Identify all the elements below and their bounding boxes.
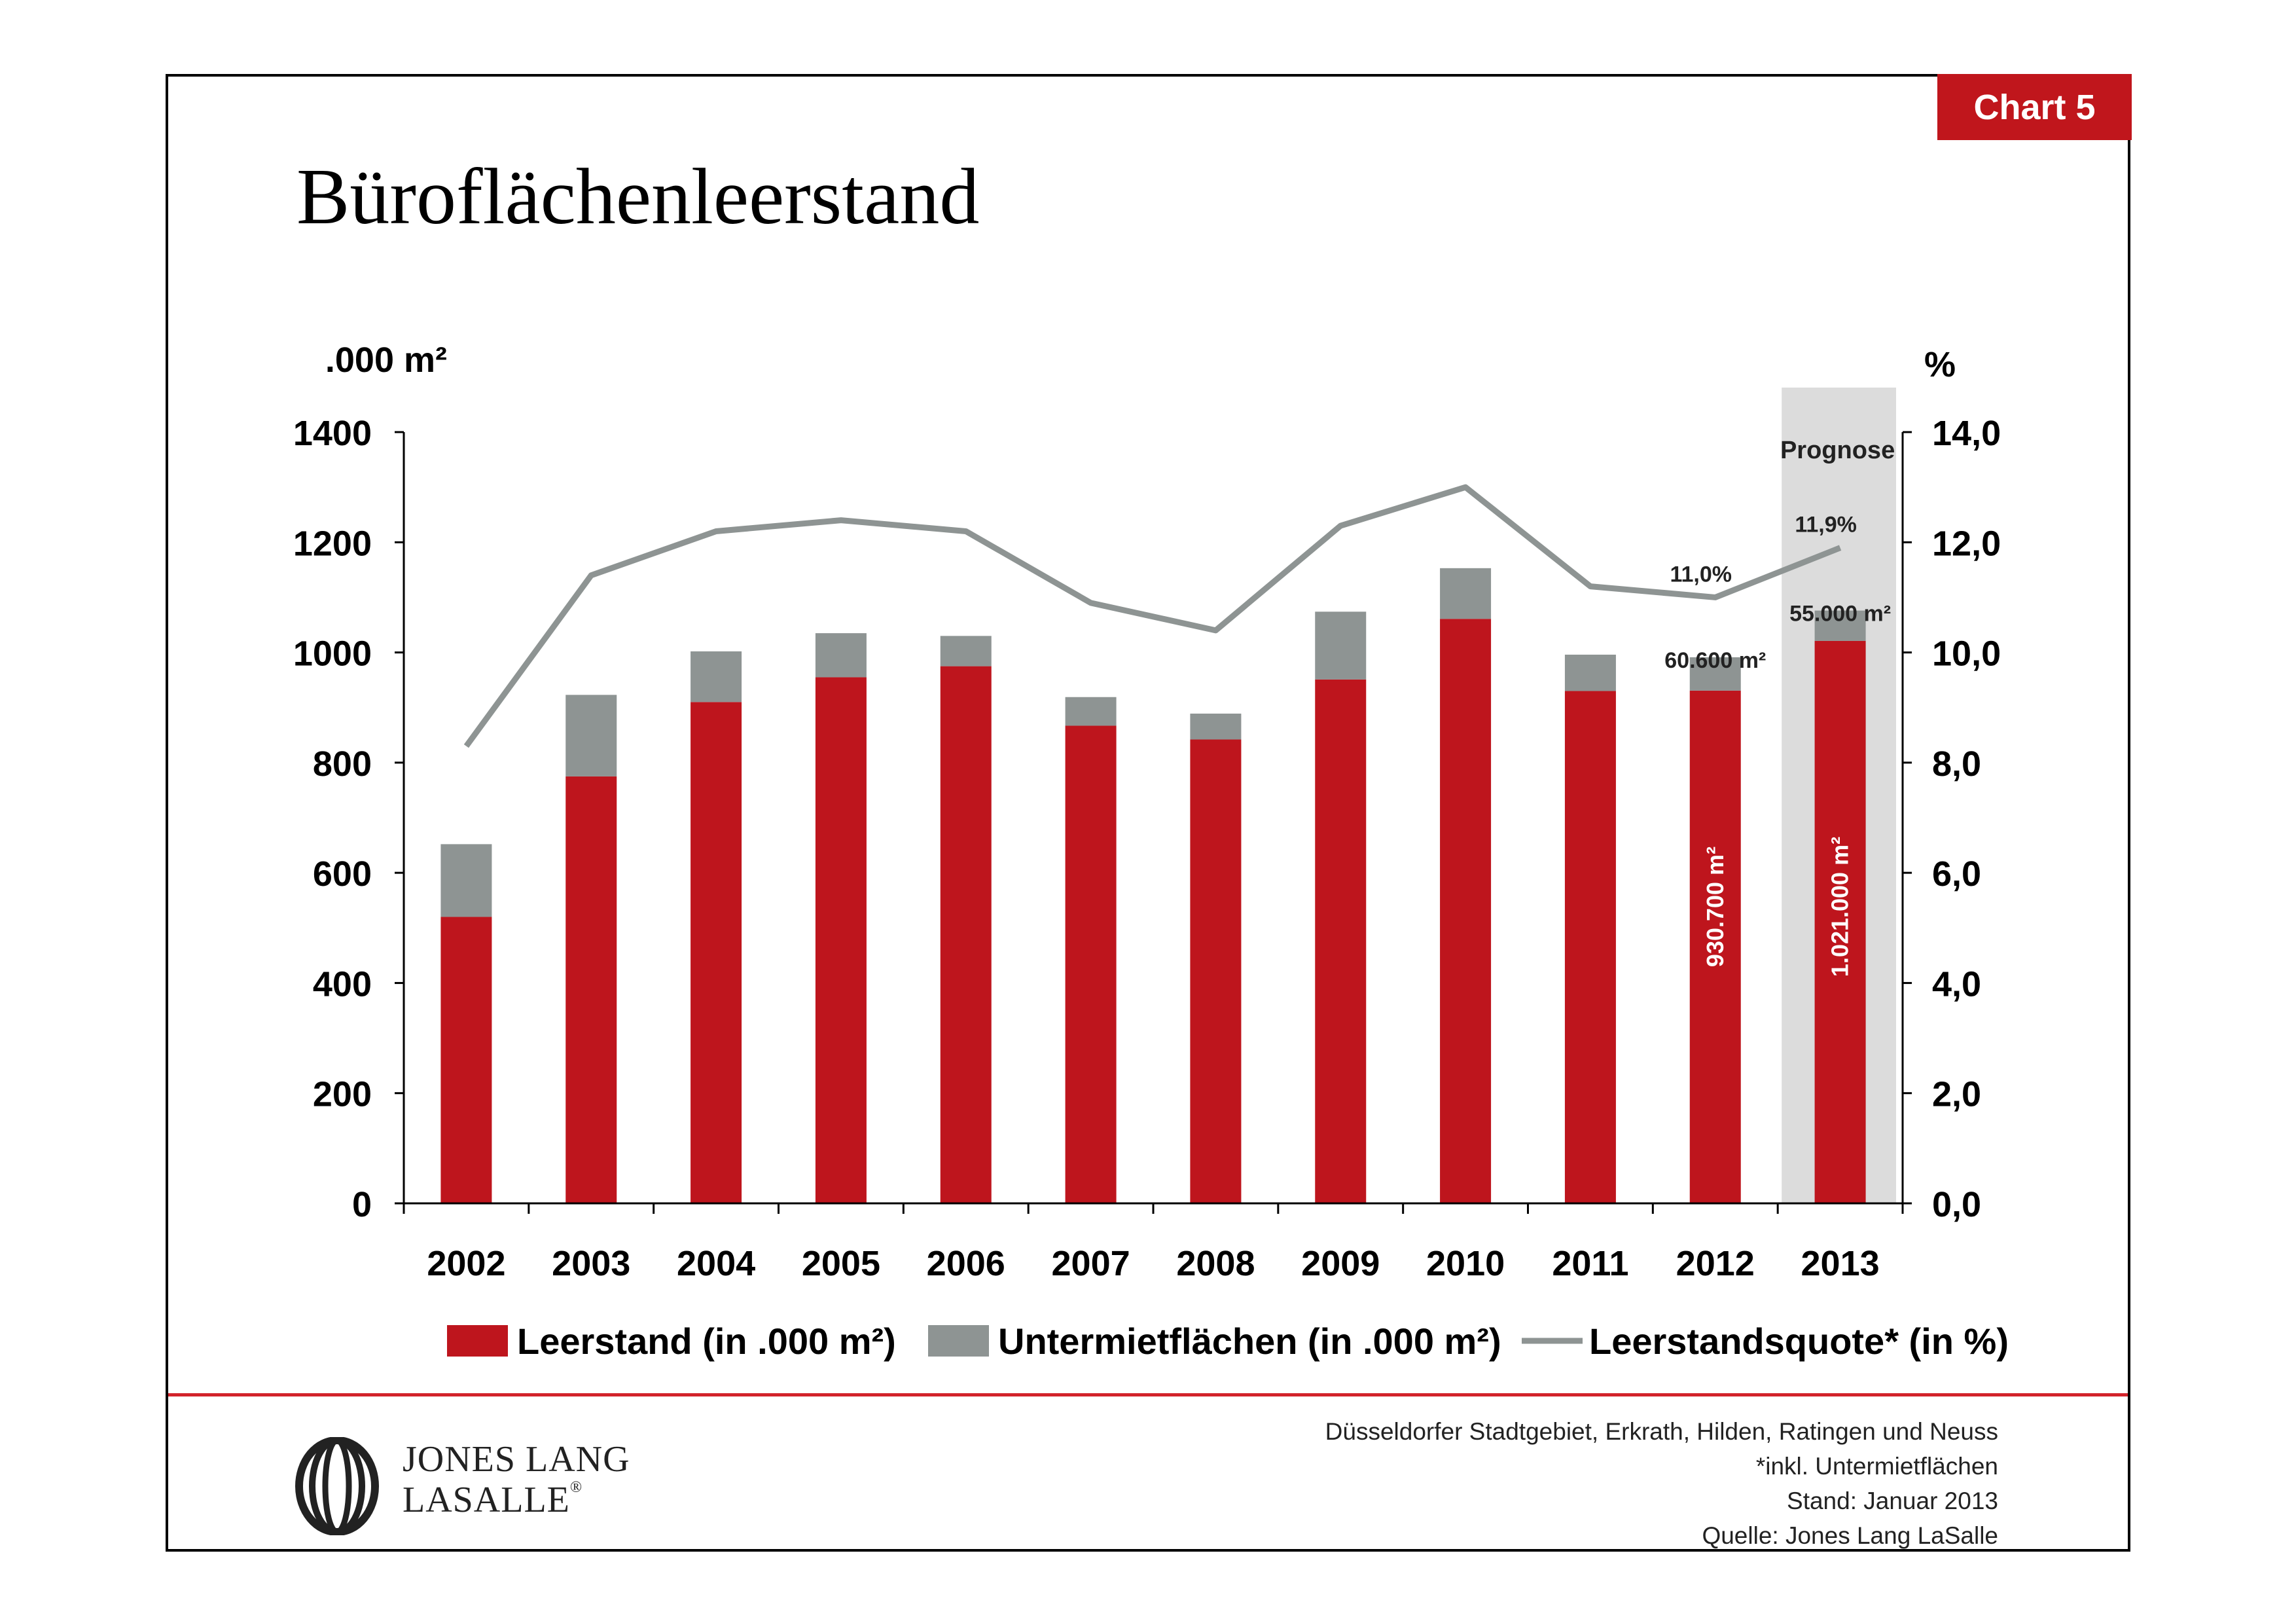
x-tick-label-2009: 2009 [1301, 1244, 1380, 1283]
y-right-tick-label: 10,0 [1932, 634, 2001, 674]
bar-leerstand-2012 [1689, 690, 1741, 1203]
y-right-tick-label: 6,0 [1932, 854, 1981, 894]
annotation-1: 11,9% [1795, 513, 1857, 538]
x-tick-label-2006: 2006 [927, 1244, 1005, 1283]
y-right-tick-label: 4,0 [1932, 964, 1981, 1004]
bar-untermiet-2004 [691, 651, 742, 702]
y-right-tick-label: 12,0 [1932, 524, 2001, 563]
note-region: Düsseldorfer Stadtgebiet, Erkrath, Hilde… [1325, 1418, 1998, 1445]
x-tick-label-2008: 2008 [1176, 1244, 1255, 1283]
bar-leerstand-2013 [1814, 640, 1866, 1203]
legend-label-quote: Leerstandsquote* (in %) [1589, 1321, 2009, 1362]
y-left-tick-label: 600 [313, 854, 372, 894]
footer-divider [168, 1393, 2128, 1396]
forecast-label: Prognose [1780, 437, 1895, 464]
bar-untermiet-2013 [1814, 610, 1866, 641]
x-tick-label-2013: 2013 [1801, 1244, 1880, 1283]
bar-untermiet-2010 [1440, 568, 1492, 619]
bar-untermiet-2008 [1190, 713, 1242, 740]
y-left-tick-label: 1200 [293, 524, 372, 563]
y-right-tick-label: 8,0 [1932, 744, 1981, 784]
bar-untermiet-2012 [1689, 657, 1741, 691]
legend-swatch-untermiet [928, 1325, 989, 1357]
bar-leerstand-2008 [1190, 739, 1242, 1203]
chart-title: Büroflächenleerstand [296, 153, 980, 241]
x-tick-label-2005: 2005 [802, 1244, 880, 1283]
line-leerstandsquote [463, 484, 1842, 748]
bar-leerstand-2004 [691, 702, 742, 1203]
bar-leerstand-2002 [440, 917, 492, 1203]
y-right-axis-label: % [1924, 345, 1956, 384]
x-tick-label-2011: 2011 [1552, 1244, 1628, 1283]
legend-swatch-leerstand [447, 1325, 508, 1357]
note-source: Quelle: Jones Lang LaSalle [1702, 1522, 1998, 1549]
y-left-tick-label: 1000 [293, 634, 372, 674]
bar-untermiet-2009 [1315, 611, 1367, 680]
bar-untermiet-2011 [1564, 654, 1616, 691]
logo-line-2-text: LASALLE [403, 1480, 570, 1520]
logo-line-2: LASALLE® [403, 1479, 583, 1521]
x-tick-label-2007: 2007 [1052, 1244, 1130, 1283]
y-left-axis-label: .000 m² [325, 340, 447, 380]
y-right-tick-label: 14,0 [1932, 414, 2001, 453]
x-tick-label-2003: 2003 [552, 1244, 630, 1283]
y-left-tick-label: 1400 [293, 414, 372, 453]
bar-untermiet-2003 [565, 695, 617, 776]
jll-logo-mark-icon [295, 1437, 379, 1535]
bar-leerstand-2005 [815, 677, 867, 1203]
bar-untermiet-2002 [440, 844, 492, 917]
x-tick-label-2012: 2012 [1676, 1244, 1755, 1283]
chart-number-badge: Chart 5 [1937, 74, 2132, 140]
legend-label-untermiet: Untermietflächen (in .000 m²) [998, 1321, 1501, 1362]
y-right-tick-label: 0,0 [1932, 1185, 1981, 1224]
x-tick-label-2010: 2010 [1426, 1244, 1505, 1283]
x-tick-label-2002: 2002 [427, 1244, 505, 1283]
bar-leerstand-2010 [1440, 619, 1492, 1203]
note-date: Stand: Januar 2013 [1787, 1487, 1998, 1514]
y-left-tick-label: 800 [313, 744, 372, 784]
bar-leerstand-2006 [940, 666, 992, 1203]
logo-registered-mark: ® [569, 1479, 583, 1496]
bar-leerstand-2011 [1564, 691, 1616, 1203]
bar-value-label-2012: 930.700 m² [1702, 847, 1729, 967]
bar-untermiet-2006 [940, 636, 992, 666]
legend-label-leerstand: Leerstand (in .000 m²) [517, 1321, 896, 1362]
note-footnote: *inkl. Untermietflächen [1755, 1453, 1998, 1480]
y-right-tick-label: 2,0 [1932, 1075, 1981, 1114]
x-tick-label-2004: 2004 [677, 1244, 755, 1283]
footer-notes: Düsseldorfer Stadtgebiet, Erkrath, Hilde… [1325, 1414, 1998, 1553]
annotation-2: 60.600 m² [1664, 648, 1766, 673]
y-left-tick-label: 400 [313, 964, 372, 1004]
bar-leerstand-2007 [1065, 725, 1117, 1203]
annotation-3: 55.000 m² [1789, 602, 1891, 627]
bar-untermiet-2007 [1065, 697, 1117, 726]
logo-line-1: JONES LANG [403, 1439, 630, 1480]
bar-leerstand-2009 [1315, 679, 1367, 1203]
bar-leerstand-2003 [565, 776, 617, 1203]
slide-frame [166, 74, 2130, 1552]
y-left-tick-label: 0 [352, 1185, 372, 1224]
bar-value-label-2013: 1.021.000 m² [1827, 837, 1854, 977]
y-left-tick-label: 200 [313, 1075, 372, 1114]
annotation-0: 11,0% [1670, 562, 1732, 587]
bar-untermiet-2005 [815, 633, 867, 678]
